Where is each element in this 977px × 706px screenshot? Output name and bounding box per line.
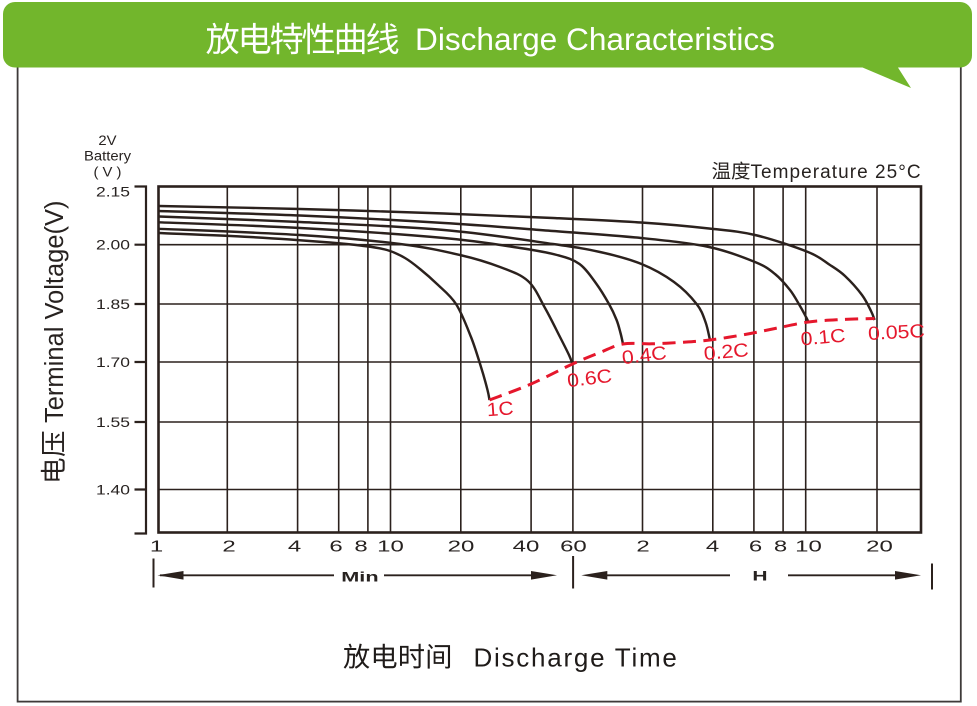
svg-text:0.4C: 0.4C bbox=[621, 343, 668, 369]
svg-text:20: 20 bbox=[448, 538, 475, 555]
svg-text:H: H bbox=[752, 568, 767, 584]
svg-text:40: 40 bbox=[513, 538, 540, 555]
svg-text:Battery: Battery bbox=[84, 149, 132, 165]
svg-text:60: 60 bbox=[560, 538, 587, 555]
svg-text:1C: 1C bbox=[486, 398, 514, 421]
svg-text:0.05C: 0.05C bbox=[868, 321, 926, 345]
svg-text:0.1C: 0.1C bbox=[800, 326, 847, 351]
svg-text:( V ): ( V ) bbox=[94, 165, 122, 181]
svg-text:8: 8 bbox=[774, 538, 787, 555]
svg-text:Discharge Characteristics: Discharge Characteristics bbox=[415, 21, 775, 57]
svg-text:1.85: 1.85 bbox=[96, 297, 130, 312]
svg-text:1: 1 bbox=[150, 538, 163, 555]
svg-text:2: 2 bbox=[636, 538, 649, 555]
svg-text:1.55: 1.55 bbox=[96, 415, 130, 430]
svg-text:4: 4 bbox=[706, 538, 719, 555]
svg-text:Min: Min bbox=[341, 568, 378, 584]
svg-text:20: 20 bbox=[866, 538, 893, 555]
svg-text:Discharge Time: Discharge Time bbox=[474, 643, 679, 673]
svg-text:2V: 2V bbox=[98, 133, 117, 149]
svg-text:10: 10 bbox=[377, 538, 404, 555]
svg-text:6: 6 bbox=[329, 538, 342, 555]
svg-text:0.2C: 0.2C bbox=[703, 340, 750, 365]
svg-text:6: 6 bbox=[749, 538, 762, 555]
svg-text:Terminal Voltage(V): Terminal Voltage(V) bbox=[41, 200, 69, 423]
svg-text:2: 2 bbox=[222, 538, 235, 555]
svg-text:0.6C: 0.6C bbox=[566, 366, 613, 392]
svg-text:1.40: 1.40 bbox=[96, 483, 130, 498]
svg-text:Temperature 25°C: Temperature 25°C bbox=[751, 162, 922, 183]
svg-text:10: 10 bbox=[795, 538, 822, 555]
svg-text:2.00: 2.00 bbox=[96, 238, 130, 253]
svg-text:2.15: 2.15 bbox=[96, 185, 130, 200]
svg-text:8: 8 bbox=[354, 538, 367, 555]
svg-text:1.70: 1.70 bbox=[96, 356, 130, 371]
svg-text:4: 4 bbox=[288, 538, 301, 555]
